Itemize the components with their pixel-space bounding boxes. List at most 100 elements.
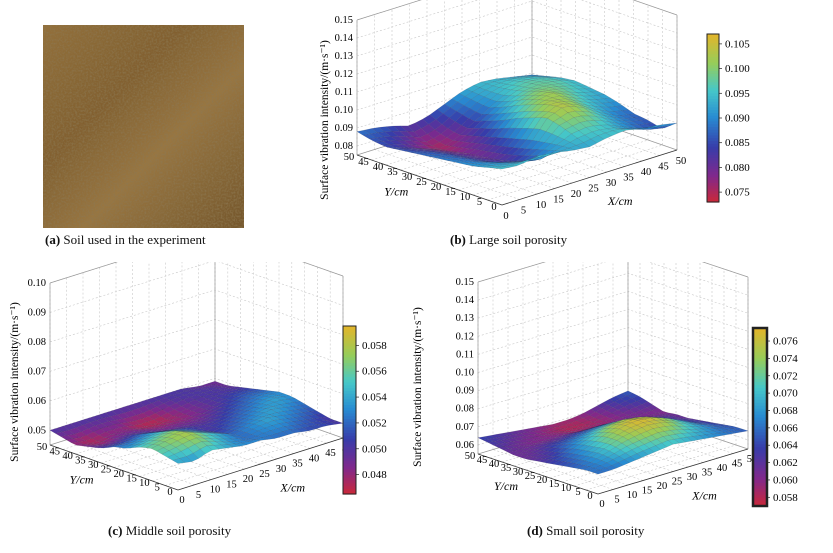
y-tick-label: 10 bbox=[139, 478, 150, 489]
surface-patch bbox=[599, 109, 613, 116]
colorbar-segment bbox=[707, 81, 719, 85]
surface-patch bbox=[108, 434, 123, 440]
z-tick-label: 0.09 bbox=[456, 386, 474, 397]
surface-patch bbox=[491, 159, 505, 162]
z-tick-label: 0.10 bbox=[456, 368, 474, 379]
surface-patch bbox=[610, 440, 623, 448]
colorbar-segment bbox=[707, 62, 719, 66]
surface-patch bbox=[545, 451, 558, 457]
surface-patch bbox=[456, 105, 471, 115]
y-axis-line bbox=[49, 444, 179, 491]
colorbar-tick-label: 0.064 bbox=[773, 440, 798, 452]
colorbar-segment bbox=[753, 336, 767, 341]
colorbar-segment bbox=[753, 431, 767, 436]
surface-patch bbox=[265, 406, 279, 410]
box-edge bbox=[477, 262, 546, 283]
y-tick-label: 50 bbox=[465, 451, 476, 462]
colorbar-segment bbox=[343, 471, 356, 475]
surface-patch bbox=[485, 120, 500, 129]
z-tick-label: 0.07 bbox=[456, 422, 474, 433]
colorbar-segment bbox=[707, 196, 719, 200]
colorbar-segment bbox=[753, 491, 767, 495]
colorbar-segment bbox=[343, 404, 356, 408]
colorbar-segment bbox=[707, 162, 719, 167]
surface-patch bbox=[197, 434, 211, 439]
surface-patch bbox=[608, 396, 621, 402]
y-tick-label: 40 bbox=[489, 459, 500, 470]
colorbar-segment bbox=[753, 479, 767, 483]
colorbar-segment bbox=[753, 422, 767, 427]
x-tick-label: 30 bbox=[687, 472, 698, 483]
box-edge bbox=[356, 0, 422, 21]
surface-patch bbox=[540, 111, 555, 119]
surface-patch bbox=[547, 443, 560, 448]
colorbar-segment bbox=[707, 146, 719, 150]
x-axis-title: X/cm bbox=[691, 488, 717, 502]
surface-patch bbox=[674, 420, 686, 424]
surface-patch bbox=[607, 401, 620, 408]
caption-a-text: Soil used in the experiment bbox=[63, 232, 206, 247]
floor-gridline bbox=[66, 439, 195, 486]
z-tick-label: 0.14 bbox=[456, 295, 475, 306]
colorbar-segment bbox=[753, 330, 767, 335]
surface-patch bbox=[417, 152, 431, 156]
floor-gridline bbox=[472, 139, 649, 196]
surface-patch bbox=[505, 147, 520, 156]
surface-patch bbox=[252, 425, 266, 432]
surface-patch bbox=[471, 164, 486, 167]
colorbar-segment bbox=[707, 109, 719, 113]
x-tick-label: 25 bbox=[259, 469, 270, 480]
surface-patch bbox=[396, 140, 411, 145]
surface-patch bbox=[558, 457, 571, 462]
y-tick-label: 5 bbox=[155, 483, 160, 494]
surface-patch bbox=[302, 411, 316, 416]
colorbar-segment bbox=[707, 148, 719, 153]
x-tick-label: 0 bbox=[179, 495, 184, 506]
colorbar-segment bbox=[343, 412, 356, 417]
colorbar-segment bbox=[343, 368, 356, 372]
z-tick-label: 0.07 bbox=[28, 366, 46, 377]
surface-patch bbox=[625, 449, 638, 457]
surface-patch bbox=[625, 398, 638, 405]
surface-patch bbox=[534, 441, 546, 444]
surface-patch bbox=[619, 128, 634, 131]
surface-patch bbox=[178, 430, 191, 432]
surface-patch bbox=[608, 446, 621, 454]
surface-patch bbox=[234, 387, 248, 391]
surface-patch bbox=[490, 160, 504, 163]
colorbar-segment bbox=[753, 494, 767, 498]
surface-patch bbox=[523, 148, 538, 156]
surface-patch bbox=[565, 438, 577, 442]
surface-patch bbox=[97, 445, 111, 449]
surface-patch bbox=[487, 441, 500, 446]
colorbar-segment bbox=[753, 488, 767, 492]
x-tick-label: 15 bbox=[226, 479, 237, 490]
surface-patch bbox=[198, 403, 212, 410]
colorbar-segment bbox=[707, 143, 719, 147]
colorbar-segment bbox=[343, 485, 356, 489]
surface-patch bbox=[657, 417, 670, 419]
surface-patch bbox=[371, 127, 386, 133]
surface-patch bbox=[378, 126, 393, 133]
surface-patch bbox=[573, 115, 588, 123]
surface-patch bbox=[610, 421, 622, 426]
colorbar-segment bbox=[753, 381, 767, 385]
y-tick-label: 45 bbox=[477, 455, 488, 466]
colorbar-segment bbox=[753, 419, 767, 424]
z-tick-label: 0.08 bbox=[456, 404, 474, 415]
caption-d-text: Small soil porosity bbox=[546, 523, 645, 538]
surface-patch bbox=[507, 78, 522, 82]
surface-patch bbox=[183, 392, 198, 398]
y-tick-label: 40 bbox=[373, 162, 384, 173]
surface-patch bbox=[581, 420, 594, 425]
colorbar-segment bbox=[707, 87, 719, 91]
z-tick-label: 0.13 bbox=[335, 51, 353, 62]
x-tick-label: 10 bbox=[627, 490, 638, 501]
x-tick-label: 0 bbox=[503, 211, 508, 222]
surface-patch bbox=[254, 403, 269, 409]
surface-patch bbox=[88, 443, 102, 446]
surface-patch bbox=[138, 437, 151, 442]
surface-patch bbox=[723, 431, 736, 435]
surface-patch bbox=[232, 417, 246, 423]
